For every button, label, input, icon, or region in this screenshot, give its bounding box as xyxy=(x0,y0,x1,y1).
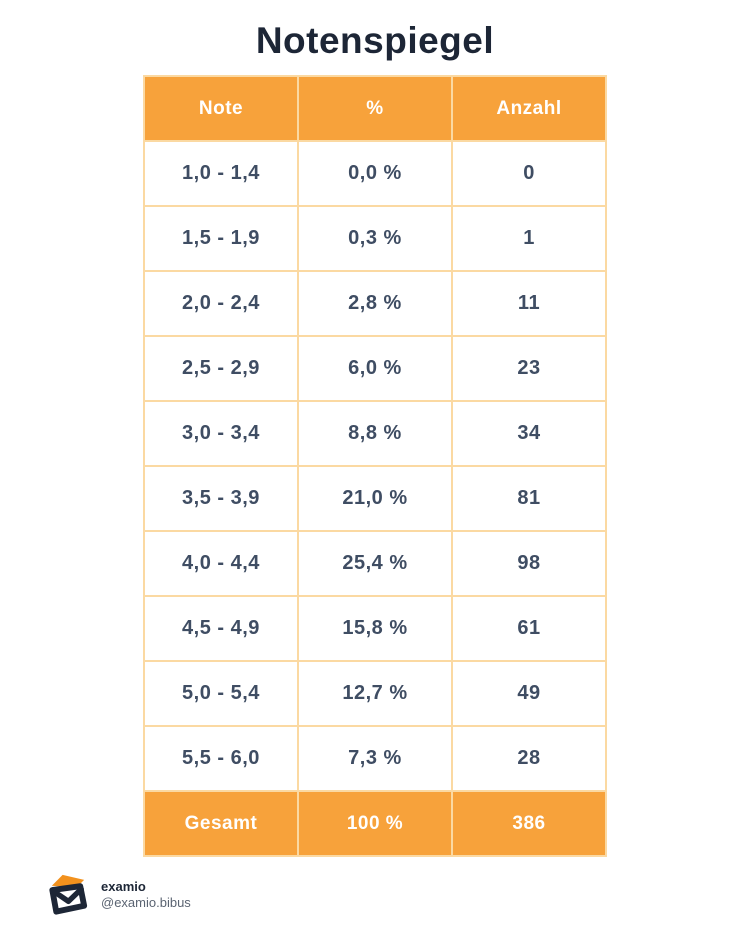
percent-cell: 2,8 % xyxy=(297,270,453,337)
table-row: 5,5 - 6,0 7,3 % 28 xyxy=(143,725,607,792)
table-row: 2,5 - 2,9 6,0 % 23 xyxy=(143,335,607,402)
page-title: Notenspiegel xyxy=(255,20,495,61)
percent-cell: 0,3 % xyxy=(297,205,453,272)
percent-cell: 15,8 % xyxy=(297,595,453,662)
brand-footer: examio @examio.bibus xyxy=(44,871,750,918)
footer-note-cell: Gesamt xyxy=(143,790,299,857)
count-cell: 11 xyxy=(451,270,607,337)
footer-count-cell: 386 xyxy=(451,790,607,857)
grade-distribution-table: Note % Anzahl 1,0 - 1,4 0,0 % 0 1,5 - 1,… xyxy=(143,75,607,857)
percent-cell: 6,0 % xyxy=(297,335,453,402)
brand-name: examio xyxy=(101,878,146,894)
count-cell: 49 xyxy=(451,660,607,727)
table-row: 1,5 - 1,9 0,3 % 1 xyxy=(143,205,607,272)
column-header-note: Note xyxy=(143,75,299,142)
note-range-cell: 4,5 - 4,9 xyxy=(143,595,299,662)
examio-box-logo-icon xyxy=(49,874,88,915)
footer-row: Gesamt 100 % 386 xyxy=(143,790,607,857)
column-header-count: Anzahl xyxy=(451,75,607,142)
table-row: 3,0 - 3,4 8,8 % 34 xyxy=(143,400,607,467)
note-range-cell: 5,5 - 6,0 xyxy=(143,725,299,792)
count-cell: 98 xyxy=(451,530,607,597)
table-row: 3,5 - 3,9 21,0 % 81 xyxy=(143,465,607,532)
count-cell: 61 xyxy=(451,595,607,662)
percent-cell: 8,8 % xyxy=(297,400,453,467)
footer-percent-cell: 100 % xyxy=(297,790,453,857)
table-row: 4,5 - 4,9 15,8 % 61 xyxy=(143,595,607,662)
note-range-cell: 3,0 - 3,4 xyxy=(143,400,299,467)
percent-cell: 21,0 % xyxy=(297,465,453,532)
note-range-cell: 2,0 - 2,4 xyxy=(143,270,299,337)
table-row: 1,0 - 1,4 0,0 % 0 xyxy=(143,140,607,207)
table-header: Note % Anzahl xyxy=(143,75,607,142)
table-row: 4,0 - 4,4 25,4 % 98 xyxy=(143,530,607,597)
count-cell: 23 xyxy=(451,335,607,402)
count-cell: 28 xyxy=(451,725,607,792)
note-range-cell: 2,5 - 2,9 xyxy=(143,335,299,402)
note-range-cell: 1,5 - 1,9 xyxy=(143,205,299,272)
percent-cell: 0,0 % xyxy=(297,140,453,207)
percent-cell: 25,4 % xyxy=(297,530,453,597)
count-cell: 1 xyxy=(451,205,607,272)
percent-cell: 12,7 % xyxy=(297,660,453,727)
column-header-percent: % xyxy=(297,75,453,142)
note-range-cell: 3,5 - 3,9 xyxy=(143,465,299,532)
count-cell: 81 xyxy=(451,465,607,532)
header-row: Note % Anzahl xyxy=(143,75,607,142)
table-row: 2,0 - 2,4 2,8 % 11 xyxy=(143,270,607,337)
note-range-cell: 4,0 - 4,4 xyxy=(143,530,299,597)
count-cell: 34 xyxy=(451,400,607,467)
percent-cell: 7,3 % xyxy=(297,725,453,792)
brand-text-block: examio @examio.bibus xyxy=(101,879,191,911)
note-range-cell: 5,0 - 5,4 xyxy=(143,660,299,727)
note-range-cell: 1,0 - 1,4 xyxy=(143,140,299,207)
brand-handle: @examio.bibus xyxy=(101,894,191,910)
table-row: 5,0 - 5,4 12,7 % 49 xyxy=(143,660,607,727)
table-body: 1,0 - 1,4 0,0 % 0 1,5 - 1,9 0,3 % 1 2,0 … xyxy=(143,140,607,792)
table-footer: Gesamt 100 % 386 xyxy=(143,790,607,857)
count-cell: 0 xyxy=(451,140,607,207)
